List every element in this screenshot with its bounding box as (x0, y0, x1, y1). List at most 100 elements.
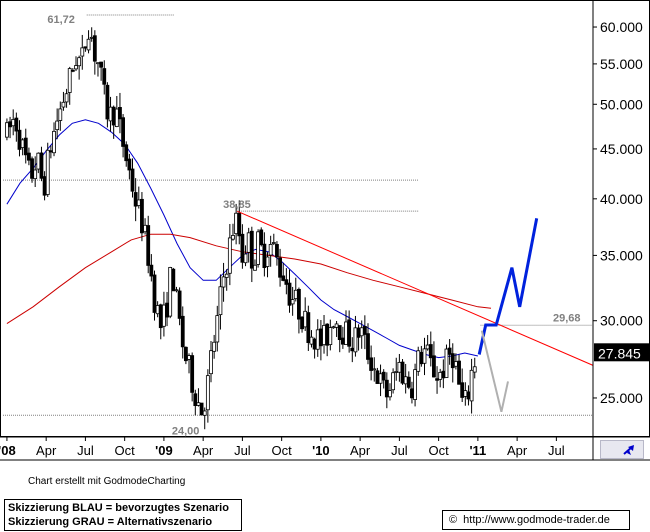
website-link[interactable]: © http://www.godmode-trader.de (442, 510, 630, 530)
trendline-group (236, 210, 594, 366)
candle-body (221, 276, 226, 288)
candle-body (136, 199, 141, 206)
candle-body (297, 288, 301, 320)
candle-body (177, 290, 182, 319)
x-tick-label: Apr (193, 443, 214, 458)
x-tick-label: Oct (115, 443, 136, 458)
x-tick-label: Oct (272, 443, 293, 458)
candle-body (121, 117, 125, 147)
x-tick-label: '11 (469, 443, 486, 458)
candle-body (5, 122, 9, 138)
candle-body (227, 237, 232, 274)
candle-body (89, 36, 94, 39)
candle-body (300, 316, 304, 330)
candle-body (334, 323, 339, 328)
candle-body (14, 117, 19, 132)
candle-body (328, 327, 333, 346)
website-url: http://www.godmode-trader.de (463, 514, 610, 526)
x-tick-label: '08 (0, 443, 16, 458)
candle-body (111, 106, 116, 126)
candle-body (193, 393, 198, 407)
candle-body (67, 68, 72, 93)
candle-body (256, 231, 260, 265)
candle-body (384, 379, 389, 398)
candle-body (425, 344, 430, 350)
candle-body (231, 235, 235, 240)
candle-body (174, 289, 179, 292)
candle-body (108, 106, 113, 122)
candle-body (39, 152, 44, 179)
copyright-icon: © (449, 514, 458, 526)
candle-body (124, 144, 129, 162)
low-price-label: 24,00 (172, 425, 200, 437)
candle-body (33, 169, 38, 180)
candle-body (165, 302, 169, 318)
candle-body (96, 62, 100, 65)
chart-nav-button[interactable] (600, 440, 644, 459)
candle-body (240, 233, 245, 263)
candle-body (20, 139, 25, 148)
candle-body (322, 325, 326, 346)
candle-body (218, 286, 223, 316)
y-tick-label: 45.000 (600, 141, 643, 157)
candle-body (133, 192, 138, 207)
legend-blue-text: Skizzierung BLAU = bevorzugtes Szenario (8, 502, 229, 514)
candle-body (246, 232, 251, 253)
candle-body (48, 150, 53, 153)
candle-body (362, 326, 367, 335)
candle-body (463, 390, 468, 397)
y-tick-label: 60.000 (600, 19, 643, 35)
candle-body (447, 347, 452, 355)
candle-body (428, 344, 433, 359)
candle-body (17, 129, 22, 150)
y-axis: 25.000 30.000 35.000 40.000 45.000 50.000 55.0… (593, 19, 643, 406)
candle-body (30, 158, 34, 179)
candle-body (249, 230, 254, 269)
candle-body (52, 130, 56, 154)
candle-body (469, 369, 474, 402)
candle-body (391, 372, 396, 391)
candle-body (265, 256, 270, 267)
candle-body (344, 321, 348, 345)
candle-body (306, 312, 311, 343)
scenario-legend: Skizzierung BLAU = bevorzugtes Szenario … (4, 499, 242, 531)
legend-gray-text: Skizzierung GRAU = Alternativszenario (8, 516, 213, 528)
candle-body (180, 315, 185, 348)
candle-body (419, 351, 424, 365)
last-price-label: 27.845 (598, 345, 641, 361)
candle-body (454, 361, 458, 367)
candle-body (215, 315, 220, 343)
candle-body (353, 327, 358, 353)
candle-body (187, 355, 191, 360)
candle-body (55, 120, 60, 131)
candle-body (359, 327, 364, 337)
candle-body (196, 402, 201, 406)
candle-body (318, 328, 323, 347)
scenario-sketches (477, 218, 539, 413)
candle-body (127, 158, 132, 171)
scenario_gray-sketch (480, 330, 509, 413)
candle-body (375, 370, 380, 384)
candle-body (105, 84, 110, 120)
x-tick-label: Apr (36, 443, 57, 458)
candle-body (315, 329, 320, 350)
candle-body (262, 243, 267, 268)
resistance-price-label: 38,85 (223, 199, 251, 211)
candle-body (224, 273, 229, 278)
candle-body (27, 152, 31, 161)
y-tick-label: 55.000 (600, 56, 643, 72)
candle-body (171, 268, 176, 292)
candle-body (457, 360, 461, 385)
candle-body (8, 121, 12, 128)
candle-body (325, 323, 330, 346)
candle-body (397, 361, 402, 373)
candle-body (350, 347, 355, 352)
candle-body (438, 372, 443, 380)
candle-body (259, 229, 264, 246)
candle-body (42, 176, 47, 196)
x-tick-label: Jul (77, 443, 94, 458)
candle-body (287, 282, 292, 306)
candle-body (205, 375, 210, 411)
candle-body (331, 326, 336, 329)
candle-body (143, 224, 147, 233)
